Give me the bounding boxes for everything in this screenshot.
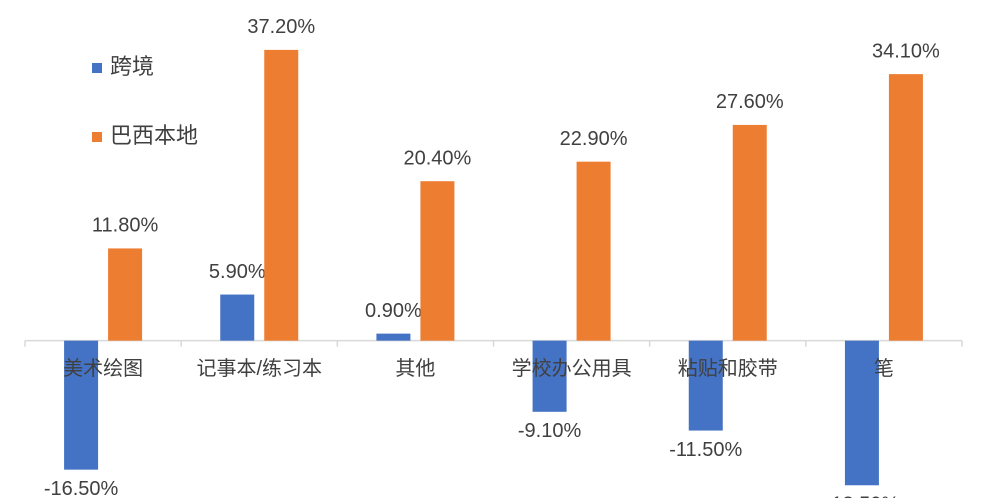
value-label: 37.20% [247,16,315,38]
value-label: 5.90% [209,261,266,283]
x-tick-label: 学校办公用具 [512,357,632,380]
legend-swatch [92,132,102,142]
bar [420,181,455,341]
x-tick-label: 粘贴和胶带 [678,357,778,380]
bar [844,340,879,486]
value-label: -16.50% [44,478,119,498]
value-label: 27.60% [716,91,784,113]
value-label: 34.10% [872,40,940,62]
value-label: -9.10% [518,420,582,442]
value-label: 22.90% [560,128,628,150]
legend-label: 跨境 [110,54,154,79]
bar [108,248,143,341]
bar [376,333,411,341]
bar [576,161,611,341]
x-tick-label: 笔 [874,357,894,380]
bar [732,124,767,341]
bar [64,340,99,470]
bar [888,74,923,341]
legend-swatch [92,63,102,73]
value-label: -18.50% [825,494,900,498]
value-label: 20.40% [403,147,471,169]
bar [220,294,255,341]
x-tick-label: 记事本/练习本 [196,357,322,380]
bar [688,340,723,431]
value-label: 0.90% [365,300,422,322]
x-tick-label: 美术绘图 [63,357,143,380]
x-tick-label: 其他 [395,357,435,380]
value-label: 11.80% [92,215,159,237]
value-label: -11.50% [669,439,742,461]
bar [532,340,567,412]
legend-label: 巴西本地 [110,123,198,148]
bar [264,49,299,341]
